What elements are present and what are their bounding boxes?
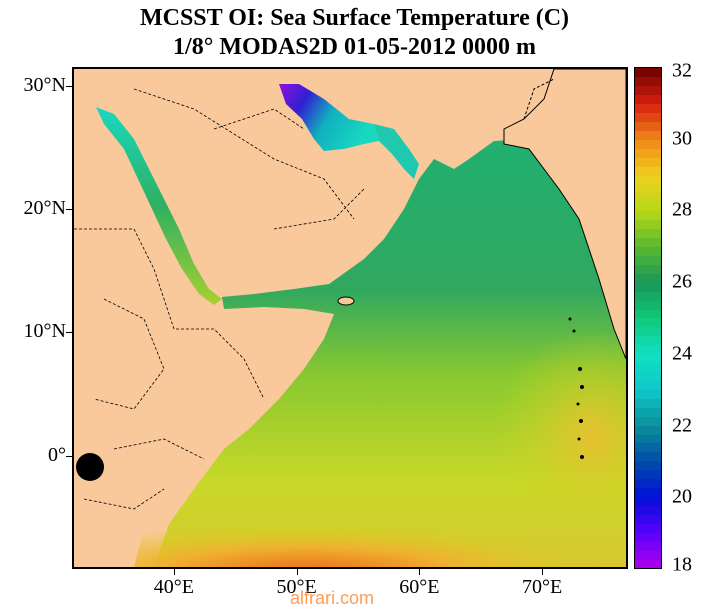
- gulf-of-oman: [374, 124, 419, 179]
- colorbar-band: [635, 175, 661, 185]
- colorbar-band: [635, 139, 661, 149]
- colorbar-band: [635, 219, 661, 230]
- longitude-label: 50°E: [276, 576, 317, 598]
- colorbar-band: [635, 246, 661, 256]
- colorbar-label: 24: [672, 342, 692, 365]
- red-sea: [96, 107, 222, 305]
- persian-gulf: [279, 84, 379, 151]
- map-title: MCSST OI: Sea Surface Temperature (C): [139, 5, 570, 31]
- watermark-text: alfrari.com: [290, 588, 375, 608]
- colorbar-band: [635, 443, 661, 453]
- colorbar-band: [635, 523, 661, 533]
- colorbar-band: [635, 76, 661, 87]
- colorbar-band: [635, 130, 661, 140]
- lake-victoria: [76, 453, 104, 481]
- map-subtitle: 1/8° MODAS2D 01-05-2012 0000 m: [173, 34, 536, 60]
- colorbar-label: 28: [672, 198, 692, 221]
- colorbar-band: [635, 478, 661, 489]
- socotra-island: [337, 296, 355, 306]
- colorbar-band: [635, 237, 661, 248]
- colorbar-band: [635, 353, 661, 364]
- colorbar-band: [635, 112, 661, 123]
- colorbar-band: [635, 264, 661, 274]
- colorbar-band: [635, 425, 661, 435]
- colorbar-band: [635, 541, 661, 551]
- sst-map-canvas: [74, 69, 626, 567]
- colorbar-label: 18: [672, 553, 692, 576]
- colorbar-band: [635, 407, 661, 417]
- longitude-tick: [419, 569, 421, 575]
- colorbar-band: [635, 157, 661, 167]
- colorbar-band: [635, 559, 661, 568]
- latitude-label: 30°N: [23, 73, 66, 96]
- colorbar-band: [635, 335, 661, 346]
- colorbar-band: [635, 532, 661, 542]
- colorbar-band: [635, 460, 661, 471]
- colorbar-band: [635, 380, 661, 390]
- colorbar-band: [635, 148, 661, 158]
- latitude-tick: [66, 332, 72, 334]
- colorbar-band: [635, 550, 661, 560]
- colorbar-band: [635, 505, 661, 515]
- colorbar-band: [635, 85, 661, 96]
- longitude-label: 70°E: [521, 576, 563, 598]
- colorbar-band: [635, 514, 661, 524]
- island-dots: [568, 317, 584, 459]
- india-landmass: [503, 69, 626, 360]
- colorbar-band: [635, 291, 661, 301]
- latitude-label: 10°N: [23, 320, 66, 343]
- colorbar-band: [635, 487, 661, 498]
- colorbar-label: 26: [672, 270, 692, 293]
- colorbar-band: [635, 344, 661, 355]
- colorbar-band: [635, 300, 661, 310]
- latitude-tick: [66, 455, 72, 457]
- colorbar-band: [635, 273, 661, 283]
- longitude-tick: [296, 569, 298, 575]
- colorbar-band: [635, 210, 661, 221]
- latitude-tick: [66, 208, 72, 210]
- colorbar-band: [635, 166, 661, 176]
- colorbar-band: [635, 371, 661, 381]
- colorbar-band: [635, 362, 661, 373]
- colorbar-band: [635, 416, 661, 426]
- colorbar-band: [635, 318, 661, 328]
- colorbar-band: [635, 193, 661, 203]
- latitude-tick: [66, 85, 72, 87]
- colorbar-band: [635, 184, 661, 194]
- colorbar-band: [635, 103, 661, 114]
- colorbar-band: [635, 398, 661, 408]
- latitude-label: 0°: [48, 443, 66, 466]
- colorbar-label: 20: [672, 485, 692, 508]
- longitude-label: 60°E: [399, 576, 440, 598]
- colorbar: [634, 67, 662, 569]
- colorbar-band: [635, 326, 661, 337]
- colorbar-band: [635, 121, 661, 131]
- latitude-label: 20°N: [23, 196, 66, 219]
- sst-map: [72, 67, 628, 569]
- colorbar-band: [635, 94, 661, 105]
- colorbar-label: 30: [672, 127, 692, 150]
- colorbar-band: [635, 255, 661, 265]
- colorbar-band: [635, 496, 661, 506]
- longitude-tick: [173, 569, 175, 575]
- colorbar-band: [635, 282, 661, 292]
- colorbar-band: [635, 68, 661, 78]
- colorbar-band: [635, 228, 661, 239]
- colorbar-band: [635, 469, 661, 480]
- colorbar-band: [635, 389, 661, 399]
- colorbar-band: [635, 201, 661, 212]
- colorbar-band: [635, 309, 661, 319]
- longitude-tick: [542, 569, 544, 575]
- colorbar-label: 32: [672, 59, 692, 82]
- longitude-label: 40°E: [153, 576, 194, 598]
- colorbar-band: [635, 434, 661, 444]
- colorbar-label: 22: [672, 414, 692, 437]
- colorbar-band: [635, 451, 661, 462]
